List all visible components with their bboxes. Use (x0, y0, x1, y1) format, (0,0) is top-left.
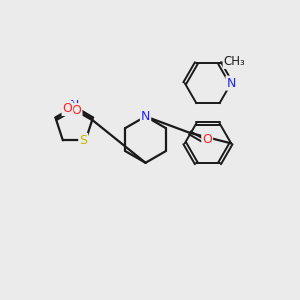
Text: O: O (62, 102, 72, 115)
Text: CH₃: CH₃ (224, 55, 245, 68)
Text: O: O (202, 133, 212, 146)
Text: O: O (72, 104, 82, 117)
Text: S: S (79, 134, 87, 147)
Text: N: N (70, 99, 79, 112)
Text: N: N (141, 110, 150, 123)
Text: N: N (226, 76, 236, 90)
